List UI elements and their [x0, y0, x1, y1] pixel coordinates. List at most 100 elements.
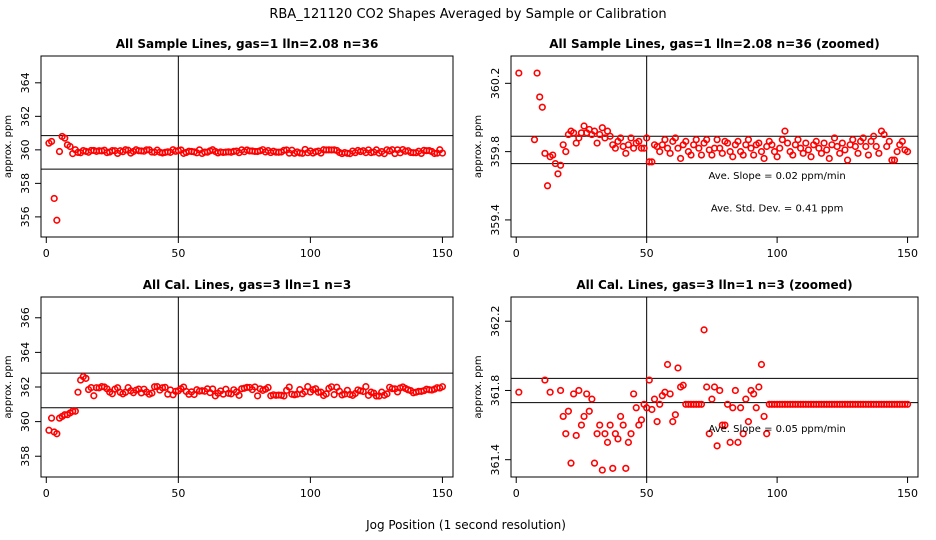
data-point: [619, 421, 627, 429]
x-tick-label: 150: [432, 487, 453, 500]
data-point: [794, 136, 802, 144]
data-point: [710, 383, 719, 391]
data-point: [383, 390, 391, 398]
data-point: [851, 142, 859, 151]
annotation: Ave. Std. Dev. = 0.41 ppm: [711, 203, 843, 214]
data-points: [45, 132, 447, 224]
data-point: [768, 141, 776, 149]
data-point: [596, 421, 604, 429]
y-tick-label: 358: [19, 446, 32, 467]
data-point: [671, 411, 679, 419]
data-point: [650, 395, 659, 403]
plot-frame: [40, 55, 454, 238]
data-point: [841, 146, 849, 154]
data-point: [742, 395, 750, 403]
data-point: [885, 137, 893, 145]
data-point: [687, 151, 695, 159]
data-point: [570, 390, 578, 398]
data-point: [596, 130, 604, 139]
data-point: [616, 412, 625, 421]
y-tick-label: 362: [19, 377, 32, 398]
data-point: [833, 142, 841, 151]
y-tick-label: 359.4: [489, 204, 502, 236]
data-point: [585, 407, 593, 415]
data-point: [53, 216, 61, 224]
data-point: [71, 407, 79, 415]
data-point: [69, 407, 77, 415]
panel-2: All Sample Lines, gas=1 lln=2.08 n=36 (z…: [473, 37, 919, 260]
x-tick-label: 100: [767, 487, 788, 500]
data-point: [723, 400, 732, 408]
data-point: [663, 360, 672, 369]
x-tick-label: 50: [171, 247, 185, 260]
data-point: [893, 148, 901, 156]
data-point: [901, 400, 909, 408]
data-point: [580, 122, 588, 130]
x-tick-label: 50: [640, 247, 654, 260]
data-point: [697, 400, 706, 408]
data-point: [802, 139, 810, 147]
data-point: [870, 132, 878, 140]
data-point: [864, 151, 873, 159]
data-point: [637, 416, 646, 424]
data-point: [627, 430, 635, 438]
data-point: [630, 390, 638, 398]
x-tick-label: 150: [897, 247, 918, 260]
data-point: [755, 383, 763, 391]
plot-frame: [510, 296, 919, 478]
panel-1: All Sample Lines, gas=1 lln=2.08 n=36 0 50…: [3, 37, 454, 260]
data-point: [280, 392, 288, 400]
data-point: [53, 430, 61, 438]
data-point: [755, 139, 763, 147]
data-point: [781, 127, 789, 135]
data-point: [90, 392, 98, 400]
data-point: [838, 139, 846, 147]
annotation: Ave. Slope = 0.05 ppm/min: [708, 424, 845, 435]
y-tick-label: 360: [19, 139, 32, 160]
data-point: [304, 383, 312, 391]
data-point: [656, 400, 664, 408]
data-point: [676, 154, 685, 163]
data-point: [438, 149, 447, 157]
data-point: [530, 136, 539, 144]
data-point: [564, 407, 572, 415]
panel-title: All Sample Lines, gas=1 lln=2.08 n=36 (z…: [549, 37, 879, 51]
data-point: [583, 390, 591, 398]
data-point: [47, 137, 56, 146]
data-point: [713, 442, 721, 450]
data-point: [862, 142, 870, 151]
data-point: [705, 430, 713, 438]
data-point: [752, 404, 760, 412]
data-point: [541, 376, 549, 384]
data-point: [61, 134, 69, 142]
data-point: [148, 389, 156, 397]
data-point: [854, 149, 862, 157]
y-axis-label: approx. ppm: [3, 115, 14, 178]
data-point: [603, 438, 612, 446]
data-point: [718, 421, 726, 429]
data-point: [825, 154, 833, 163]
data-point: [736, 404, 745, 412]
y-axis-label: approx. ppm: [473, 355, 484, 418]
data-point: [556, 386, 565, 395]
data-point: [763, 430, 771, 438]
data-point: [611, 144, 619, 152]
panel-title: All Cal. Lines, gas=3 lln=1 n=3: [143, 278, 351, 292]
data-point: [804, 146, 813, 154]
data-point: [760, 154, 768, 163]
data-points: [515, 326, 912, 474]
data-point: [682, 137, 690, 145]
data-point: [744, 136, 753, 144]
x-tick-label: 100: [300, 247, 321, 260]
x-tick-label: 150: [432, 247, 453, 260]
data-point: [731, 386, 739, 395]
data-point: [74, 388, 82, 396]
data-point: [888, 156, 896, 164]
data-point: [590, 127, 599, 135]
x-tick-label: 50: [640, 487, 654, 500]
data-point: [903, 400, 912, 408]
data-point: [648, 158, 656, 166]
data-point: [643, 134, 651, 142]
data-point: [590, 459, 599, 467]
